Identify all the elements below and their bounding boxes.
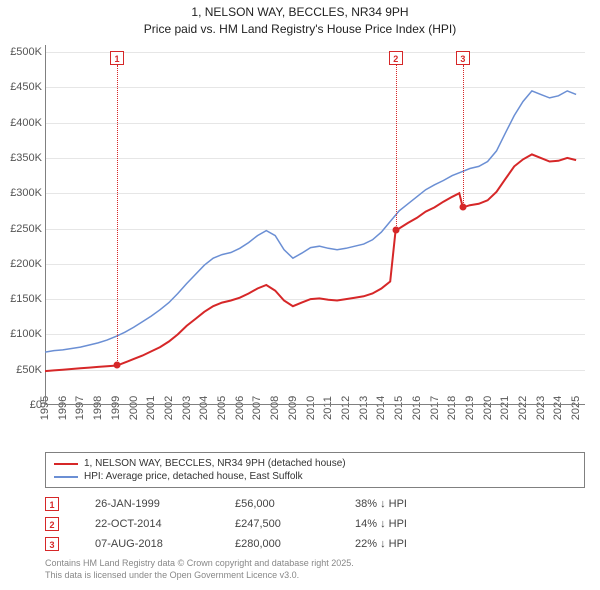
marker-line xyxy=(117,65,118,365)
sale-table: 1 26-JAN-1999£56,00038% ↓ HPI 2 22-OCT-2014… xyxy=(45,494,407,554)
title-address: 1, NELSON WAY, BECCLES, NR34 9PH xyxy=(0,4,600,21)
sale-row: 2 22-OCT-2014£247,50014% ↓ HPI xyxy=(45,514,407,534)
footer-line2: This data is licensed under the Open Gov… xyxy=(45,570,354,582)
y-tick-label: £350K xyxy=(2,152,42,164)
marker-line xyxy=(396,65,397,230)
sale-row: 3 07-AUG-2018£280,00022% ↓ HPI xyxy=(45,534,407,554)
y-tick-label: £0 xyxy=(2,399,42,411)
legend-row: 1, NELSON WAY, BECCLES, NR34 9PH (detach… xyxy=(54,457,576,470)
sale-row: 1 26-JAN-1999£56,00038% ↓ HPI xyxy=(45,494,407,514)
chart-svg xyxy=(45,45,585,405)
marker-box: 2 xyxy=(389,51,403,65)
title-block: 1, NELSON WAY, BECCLES, NR34 9PH Price p… xyxy=(0,0,600,38)
sale-point xyxy=(114,362,121,369)
footer: Contains HM Land Registry data © Crown c… xyxy=(45,558,354,581)
legend-label: 1, NELSON WAY, BECCLES, NR34 9PH (detach… xyxy=(84,458,346,469)
marker-line xyxy=(463,65,464,207)
sale-date: 26-JAN-1999 xyxy=(95,498,235,510)
footer-line1: Contains HM Land Registry data © Crown c… xyxy=(45,558,354,570)
sale-date: 07-AUG-2018 xyxy=(95,538,235,550)
y-tick-label: £100K xyxy=(2,328,42,340)
sale-index-box: 1 xyxy=(45,497,59,511)
chart-container: 1, NELSON WAY, BECCLES, NR34 9PH Price p… xyxy=(0,0,600,590)
sale-delta: 22% ↓ HPI xyxy=(355,538,407,550)
marker-box: 3 xyxy=(456,51,470,65)
legend-swatch xyxy=(54,476,78,478)
sale-point xyxy=(459,204,466,211)
legend-row: HPI: Average price, detached house, East… xyxy=(54,470,576,483)
legend-swatch xyxy=(54,463,78,465)
y-tick-label: £150K xyxy=(2,293,42,305)
sale-date: 22-OCT-2014 xyxy=(95,518,235,530)
y-tick-label: £400K xyxy=(2,117,42,129)
y-tick-label: £200K xyxy=(2,258,42,270)
y-tick-label: £300K xyxy=(2,187,42,199)
title-subtitle: Price paid vs. HM Land Registry's House … xyxy=(0,21,600,38)
sale-index-box: 2 xyxy=(45,517,59,531)
hpi-line xyxy=(45,91,576,352)
sale-point xyxy=(392,227,399,234)
sale-price: £280,000 xyxy=(235,538,355,550)
sale-delta: 38% ↓ HPI xyxy=(355,498,407,510)
y-tick-label: £500K xyxy=(2,46,42,58)
y-tick-label: £50K xyxy=(2,364,42,376)
marker-box: 1 xyxy=(110,51,124,65)
y-tick-label: £250K xyxy=(2,223,42,235)
legend-label: HPI: Average price, detached house, East… xyxy=(84,471,303,482)
legend: 1, NELSON WAY, BECCLES, NR34 9PH (detach… xyxy=(45,452,585,488)
sale-delta: 14% ↓ HPI xyxy=(355,518,407,530)
y-tick-label: £450K xyxy=(2,81,42,93)
sale-price: £247,500 xyxy=(235,518,355,530)
sale-price: £56,000 xyxy=(235,498,355,510)
sale-index-box: 3 xyxy=(45,537,59,551)
property-line xyxy=(45,154,576,371)
